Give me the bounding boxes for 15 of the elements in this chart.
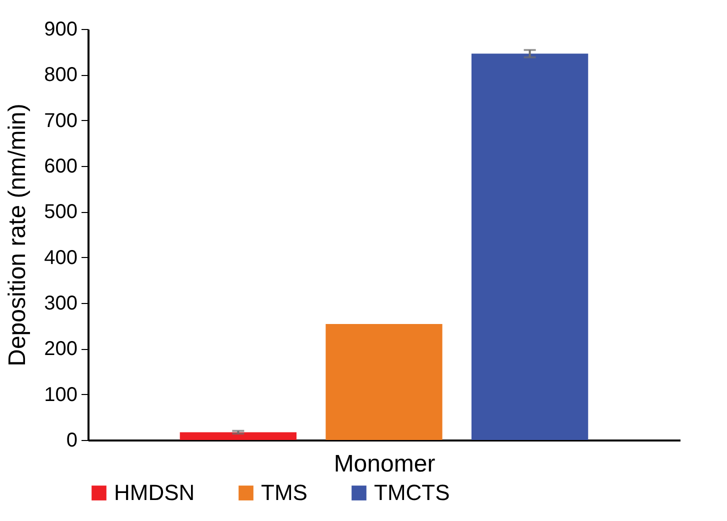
y-tick-label: 400	[44, 246, 78, 269]
y-tick-label: 800	[44, 64, 78, 86]
y-tick-label: 100	[44, 384, 78, 406]
legend-label: TMS	[261, 480, 308, 505]
y-tick-label: 600	[44, 156, 78, 178]
y-axis-title: Deposition rate (nm/min)	[4, 104, 32, 366]
y-tick-label: 500	[44, 201, 78, 224]
y-tick-label: 900	[44, 18, 78, 40]
y-tick-label: 200	[44, 338, 78, 360]
y-tick-label: 0	[66, 430, 78, 452]
y-tick-label: 700	[44, 110, 78, 132]
legend-label: HMDSN	[114, 480, 195, 505]
y-tick-label: 300	[44, 292, 78, 314]
legend-label: TMCTS	[374, 480, 450, 505]
x-axis-title: Monomer	[334, 450, 436, 478]
